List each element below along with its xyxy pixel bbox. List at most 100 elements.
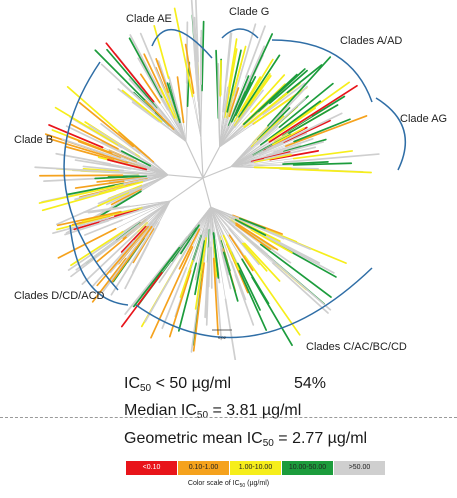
tree-branch xyxy=(193,92,202,139)
tree-branch xyxy=(97,188,134,205)
tree-branch xyxy=(219,90,245,148)
tree-branch xyxy=(183,122,187,143)
stat-sub: 50 xyxy=(140,383,152,394)
clade-bracket xyxy=(221,28,259,39)
tree-branch xyxy=(67,135,113,155)
tree-branch xyxy=(177,262,198,332)
clade-bracket xyxy=(63,61,119,291)
tree-branch xyxy=(219,95,234,148)
tree-branch xyxy=(169,177,204,202)
tree-branch xyxy=(178,228,201,270)
tree-branch xyxy=(178,206,212,249)
tree-branch xyxy=(230,144,274,168)
tree-branch xyxy=(231,45,247,97)
ic50-percent: 54% xyxy=(294,375,327,392)
tree-branch xyxy=(139,32,172,106)
tree-branch xyxy=(97,191,130,207)
tree-branch xyxy=(230,158,266,168)
tree-branch xyxy=(210,206,263,252)
tree-branch xyxy=(263,146,317,160)
tree-branch xyxy=(107,158,148,171)
tree-branch xyxy=(210,246,213,289)
tree-branch xyxy=(293,118,351,143)
tree-branch xyxy=(250,74,286,113)
tree-branch xyxy=(194,237,207,310)
tree-branch xyxy=(140,174,169,192)
clade-bracket xyxy=(375,97,407,171)
tree-branch xyxy=(210,206,215,259)
tree-branch xyxy=(230,141,295,168)
tree-branch xyxy=(56,210,122,227)
clade-label: Clade B xyxy=(14,134,53,146)
tree-branch xyxy=(110,234,150,296)
tree-branch xyxy=(126,219,148,238)
tree-branch xyxy=(210,206,241,219)
tree-branch xyxy=(102,162,144,172)
tree-branch xyxy=(235,222,279,251)
clade-labels: Clade AE Clade G Clades A/AD Clade AG Clade … xyxy=(14,6,447,353)
tree-branch xyxy=(243,242,281,282)
tree-branch xyxy=(168,77,187,143)
tree-branch xyxy=(279,167,372,174)
tree-branch xyxy=(219,114,264,148)
tree-branch xyxy=(99,207,147,224)
tree-branch xyxy=(173,7,194,98)
tree-branch xyxy=(230,125,270,168)
tree-branch xyxy=(144,99,175,131)
tree-branch xyxy=(118,131,155,163)
tree-branch xyxy=(227,221,269,256)
tree-branch xyxy=(220,248,232,290)
ic50-threshold-stat: IC50 < 50 µg/ml 54% xyxy=(124,375,326,394)
tree-branch xyxy=(153,24,170,79)
tree-branch xyxy=(166,82,181,124)
tree-branch xyxy=(120,200,171,212)
tree-branch xyxy=(219,77,247,148)
tree-branch xyxy=(194,228,207,281)
tree-branch xyxy=(230,126,280,168)
tree-branch xyxy=(217,63,220,122)
tree-branch xyxy=(210,206,224,236)
tree-branch xyxy=(98,181,144,195)
legend-swatch: 1.00-10.00 xyxy=(230,461,281,475)
tree-branch xyxy=(161,267,188,330)
tree-branch xyxy=(288,104,339,134)
tree-branch xyxy=(123,174,169,182)
tree-branch xyxy=(272,127,305,146)
tree-branch xyxy=(132,227,155,264)
tree-branch xyxy=(231,215,285,240)
tree-branch xyxy=(186,206,212,269)
stat-prefix: Median IC xyxy=(124,402,197,419)
tree-branch xyxy=(151,200,171,228)
clade-bracket xyxy=(69,224,129,306)
tree-branch xyxy=(234,76,257,117)
tree-branch xyxy=(39,174,124,177)
tree-branch xyxy=(250,229,293,254)
tree-branch xyxy=(158,241,188,284)
tree-branch xyxy=(128,78,158,110)
tree-branch xyxy=(241,242,268,272)
tree-branch xyxy=(233,23,257,97)
tree-branch xyxy=(144,247,188,323)
clade-label: Clades C/AC/BC/CD xyxy=(306,341,407,353)
tree-branch xyxy=(228,87,240,118)
tree-branch xyxy=(224,298,237,360)
geomean-ic50-stat: Geometric mean IC50 = 2.77 µg/ml xyxy=(124,430,367,449)
tree-branch xyxy=(128,200,171,207)
tree-branch xyxy=(267,107,316,142)
tree-branch xyxy=(228,228,260,266)
clade-brackets xyxy=(63,28,407,339)
tree-branch xyxy=(153,101,187,143)
legend-swatch: 0.10-1.00 xyxy=(178,461,229,475)
tree-branch xyxy=(185,141,204,179)
tree-branch xyxy=(262,82,306,116)
tree-branch xyxy=(161,121,187,143)
tree-branch xyxy=(192,262,205,352)
tree-branch xyxy=(148,200,171,236)
tree-branch xyxy=(48,137,129,164)
tree-branch xyxy=(243,73,298,126)
tree-branch xyxy=(210,206,214,234)
tree-branch xyxy=(222,251,239,302)
tree-branch xyxy=(173,128,187,143)
tree-branch xyxy=(226,49,242,113)
tree-branch xyxy=(205,206,212,239)
